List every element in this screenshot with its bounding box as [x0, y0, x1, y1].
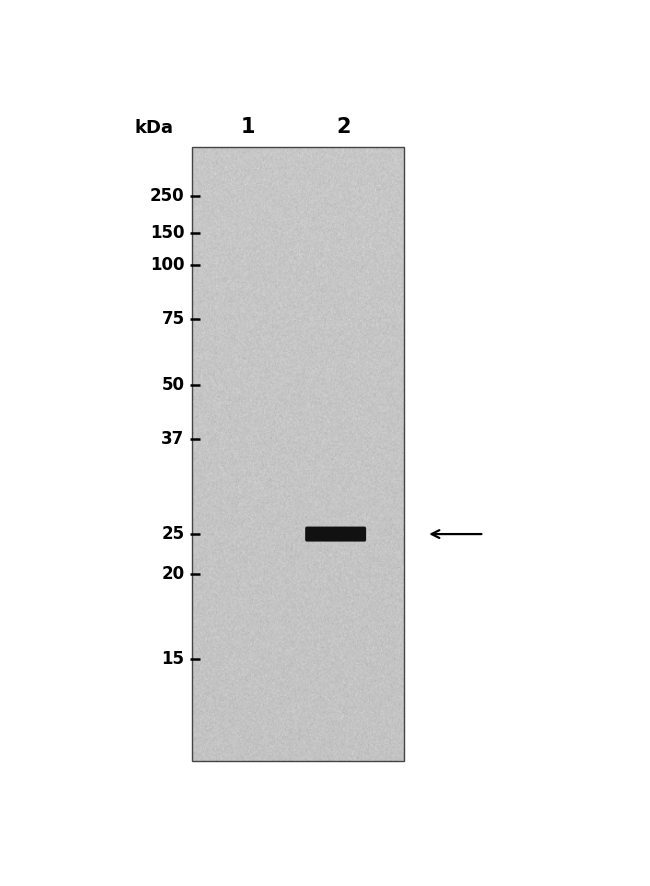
Text: 2: 2	[336, 117, 350, 137]
Text: 75: 75	[161, 310, 185, 328]
Text: 100: 100	[150, 255, 185, 274]
Text: 15: 15	[161, 650, 185, 668]
Text: 1: 1	[240, 117, 255, 137]
Text: 25: 25	[161, 525, 185, 543]
Text: kDa: kDa	[135, 119, 174, 137]
Text: 50: 50	[161, 376, 185, 393]
Bar	[192, 147, 404, 761]
Text: 20: 20	[161, 564, 185, 583]
FancyBboxPatch shape	[305, 526, 366, 541]
Text: 250: 250	[150, 187, 185, 206]
Text: 150: 150	[150, 224, 185, 242]
Text: 37: 37	[161, 431, 185, 448]
